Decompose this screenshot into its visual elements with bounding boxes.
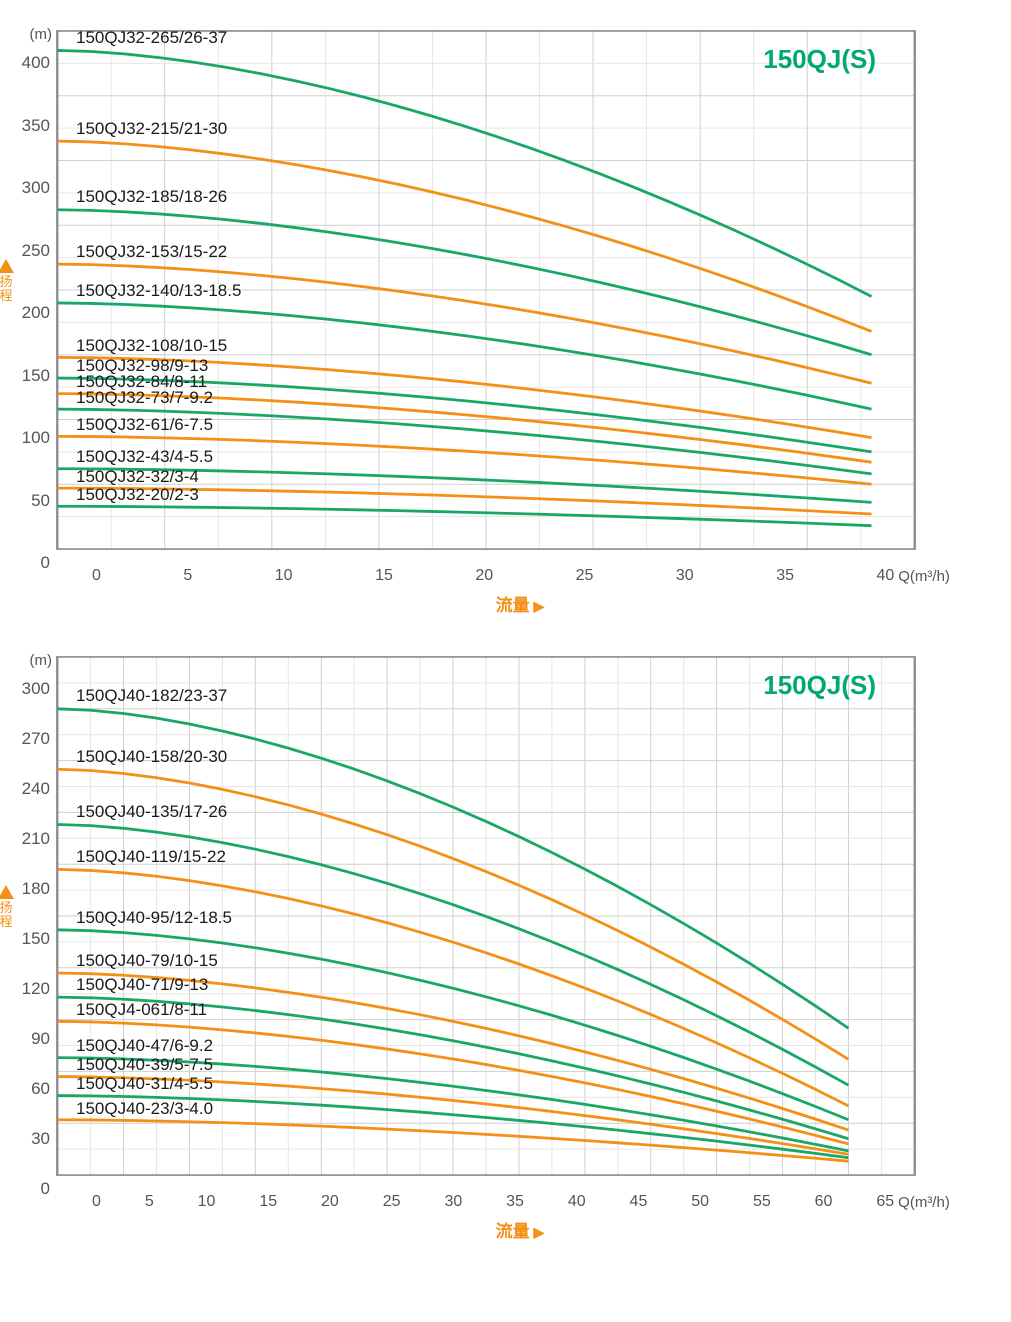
y-axis-tick-label: 60 — [31, 1079, 50, 1099]
x-axis-tick-label: 5 — [183, 567, 192, 585]
curve-model-label: 150QJ32-61/6-7.5 — [76, 415, 213, 435]
y-axis-tick-label: 50 — [31, 491, 50, 511]
x-axis-unit: Q(m³/h) — [898, 1194, 950, 1211]
curve-model-label: 150QJ40-135/17-26 — [76, 802, 227, 822]
curve-model-label: 150QJ40-39/5-7.5 — [76, 1055, 213, 1075]
x-axis-tick-label: 15 — [259, 1193, 277, 1211]
y-axis-tick-label: 300 — [22, 178, 50, 198]
y-axis-tick-label: 150 — [22, 366, 50, 386]
x-axis-tick-label: 30 — [676, 567, 694, 585]
curve-model-label: 150QJ32-20/2-3 — [76, 485, 199, 505]
arrow-icon: ▶ — [530, 598, 545, 614]
y-axis-tick-label: 0 — [41, 553, 50, 573]
x-axis-tick-label: 20 — [475, 567, 493, 585]
y-axis-tick-label: 150 — [22, 929, 50, 949]
triangle-icon — [0, 259, 14, 273]
curve-model-label: 150QJ40-71/9-13 — [76, 975, 208, 995]
y-axis-tick-label: 100 — [22, 428, 50, 448]
curve-model-label: 150QJ32-265/26-37 — [76, 28, 227, 48]
y-axis-tick-label: 400 — [22, 53, 50, 73]
series-title: 150QJ(S) — [763, 44, 876, 75]
x-axis-tick-label: 55 — [753, 1193, 771, 1211]
x-axis-tick-label: 25 — [383, 1193, 401, 1211]
curve-model-label: 150QJ40-119/15-22 — [76, 847, 226, 867]
x-axis-tick-label: 40 Q(m³/h) — [876, 567, 949, 585]
x-axis-tick-label: 40 — [568, 1193, 586, 1211]
triangle-icon — [0, 885, 14, 899]
chart-chart2: (m) 0 30 60 90 120 150 180 210 240 270 300 扬程 150QJ(S… — [20, 656, 951, 1272]
curve-model-label: 150QJ32-32/3-4 — [76, 467, 199, 487]
x-axis-tick-label: 25 — [576, 567, 594, 585]
x-axis-tick-label: 50 — [691, 1193, 709, 1211]
x-axis-tick-label: 35 — [776, 567, 794, 585]
curve-model-label: 150QJ4-061/8-11 — [76, 1000, 207, 1020]
x-axis-tick-label: 5 — [145, 1193, 154, 1211]
curve-model-label: 150QJ32-140/13-18.5 — [76, 281, 241, 301]
x-axis-tick-label: 15 — [375, 567, 393, 585]
head-axis-icon: 扬程 — [0, 885, 14, 930]
y-axis-tick-label: 300 — [22, 679, 50, 699]
curve-model-label: 150QJ32-43/4-5.5 — [76, 447, 213, 467]
curve-model-label: 150QJ40-182/23-37 — [76, 686, 227, 706]
y-axis-tick-label: 30 — [31, 1129, 50, 1149]
curve-model-label: 150QJ40-47/6-9.2 — [76, 1036, 213, 1056]
y-axis-unit: (m) — [20, 26, 52, 43]
x-axis-tick-label: 0 — [92, 1193, 101, 1211]
curve-model-label: 150QJ32-73/7-9.2 — [76, 388, 213, 408]
x-axis-tick-label: 30 — [444, 1193, 462, 1211]
curve-model-label: 150QJ32-153/15-22 — [76, 242, 227, 262]
x-axis-tick-label: 35 — [506, 1193, 524, 1211]
x-axis-tick-label: 10 — [198, 1193, 216, 1211]
x-axis-tick-label: 60 — [815, 1193, 833, 1211]
x-axis-tick-label: 10 — [275, 567, 293, 585]
y-axis-unit: (m) — [20, 652, 52, 669]
x-axis-tick-label: 45 — [630, 1193, 648, 1211]
y-axis-tick-label: 90 — [31, 1029, 50, 1049]
y-axis-tick-label: 350 — [22, 116, 50, 136]
y-axis-tick-label: 180 — [22, 879, 50, 899]
chart-chart1: (m) 0 50 100 150 200 250 300 350 400 扬程 150QJ(S) 150… — [20, 30, 951, 646]
y-axis-tick-label: 200 — [22, 303, 50, 323]
x-axis-tick-label: 65 Q(m³/h) — [876, 1193, 949, 1211]
x-axis-tick-label: 20 — [321, 1193, 339, 1211]
curve-model-label: 150QJ32-215/21-30 — [76, 119, 227, 139]
flow-axis-caption: 流量 ▶ — [90, 591, 950, 616]
curve-model-label: 150QJ32-108/10-15 — [76, 336, 227, 356]
y-axis-tick-label: 120 — [22, 979, 50, 999]
y-axis-tick-label: 270 — [22, 729, 50, 749]
x-axis-tick-label: 0 — [92, 567, 101, 585]
curve-model-label: 150QJ40-23/3-4.0 — [76, 1099, 213, 1119]
x-axis-unit: Q(m³/h) — [898, 568, 950, 585]
curve-model-label: 150QJ40-31/4-5.5 — [76, 1074, 213, 1094]
flow-axis-caption: 流量 ▶ — [90, 1217, 950, 1242]
curve-model-label: 150QJ40-158/20-30 — [76, 747, 227, 767]
y-axis-tick-label: 0 — [41, 1179, 50, 1199]
y-axis-tick-label: 240 — [22, 779, 50, 799]
y-axis-tick-label: 210 — [22, 829, 50, 849]
arrow-icon: ▶ — [530, 1224, 545, 1240]
curve-model-label: 150QJ40-79/10-15 — [76, 951, 218, 971]
curve-model-label: 150QJ40-95/12-18.5 — [76, 908, 232, 928]
head-axis-icon: 扬程 — [0, 259, 14, 304]
curve-model-label: 150QJ32-185/18-26 — [76, 187, 227, 207]
y-axis-tick-label: 250 — [22, 241, 50, 261]
series-title: 150QJ(S) — [763, 670, 876, 701]
